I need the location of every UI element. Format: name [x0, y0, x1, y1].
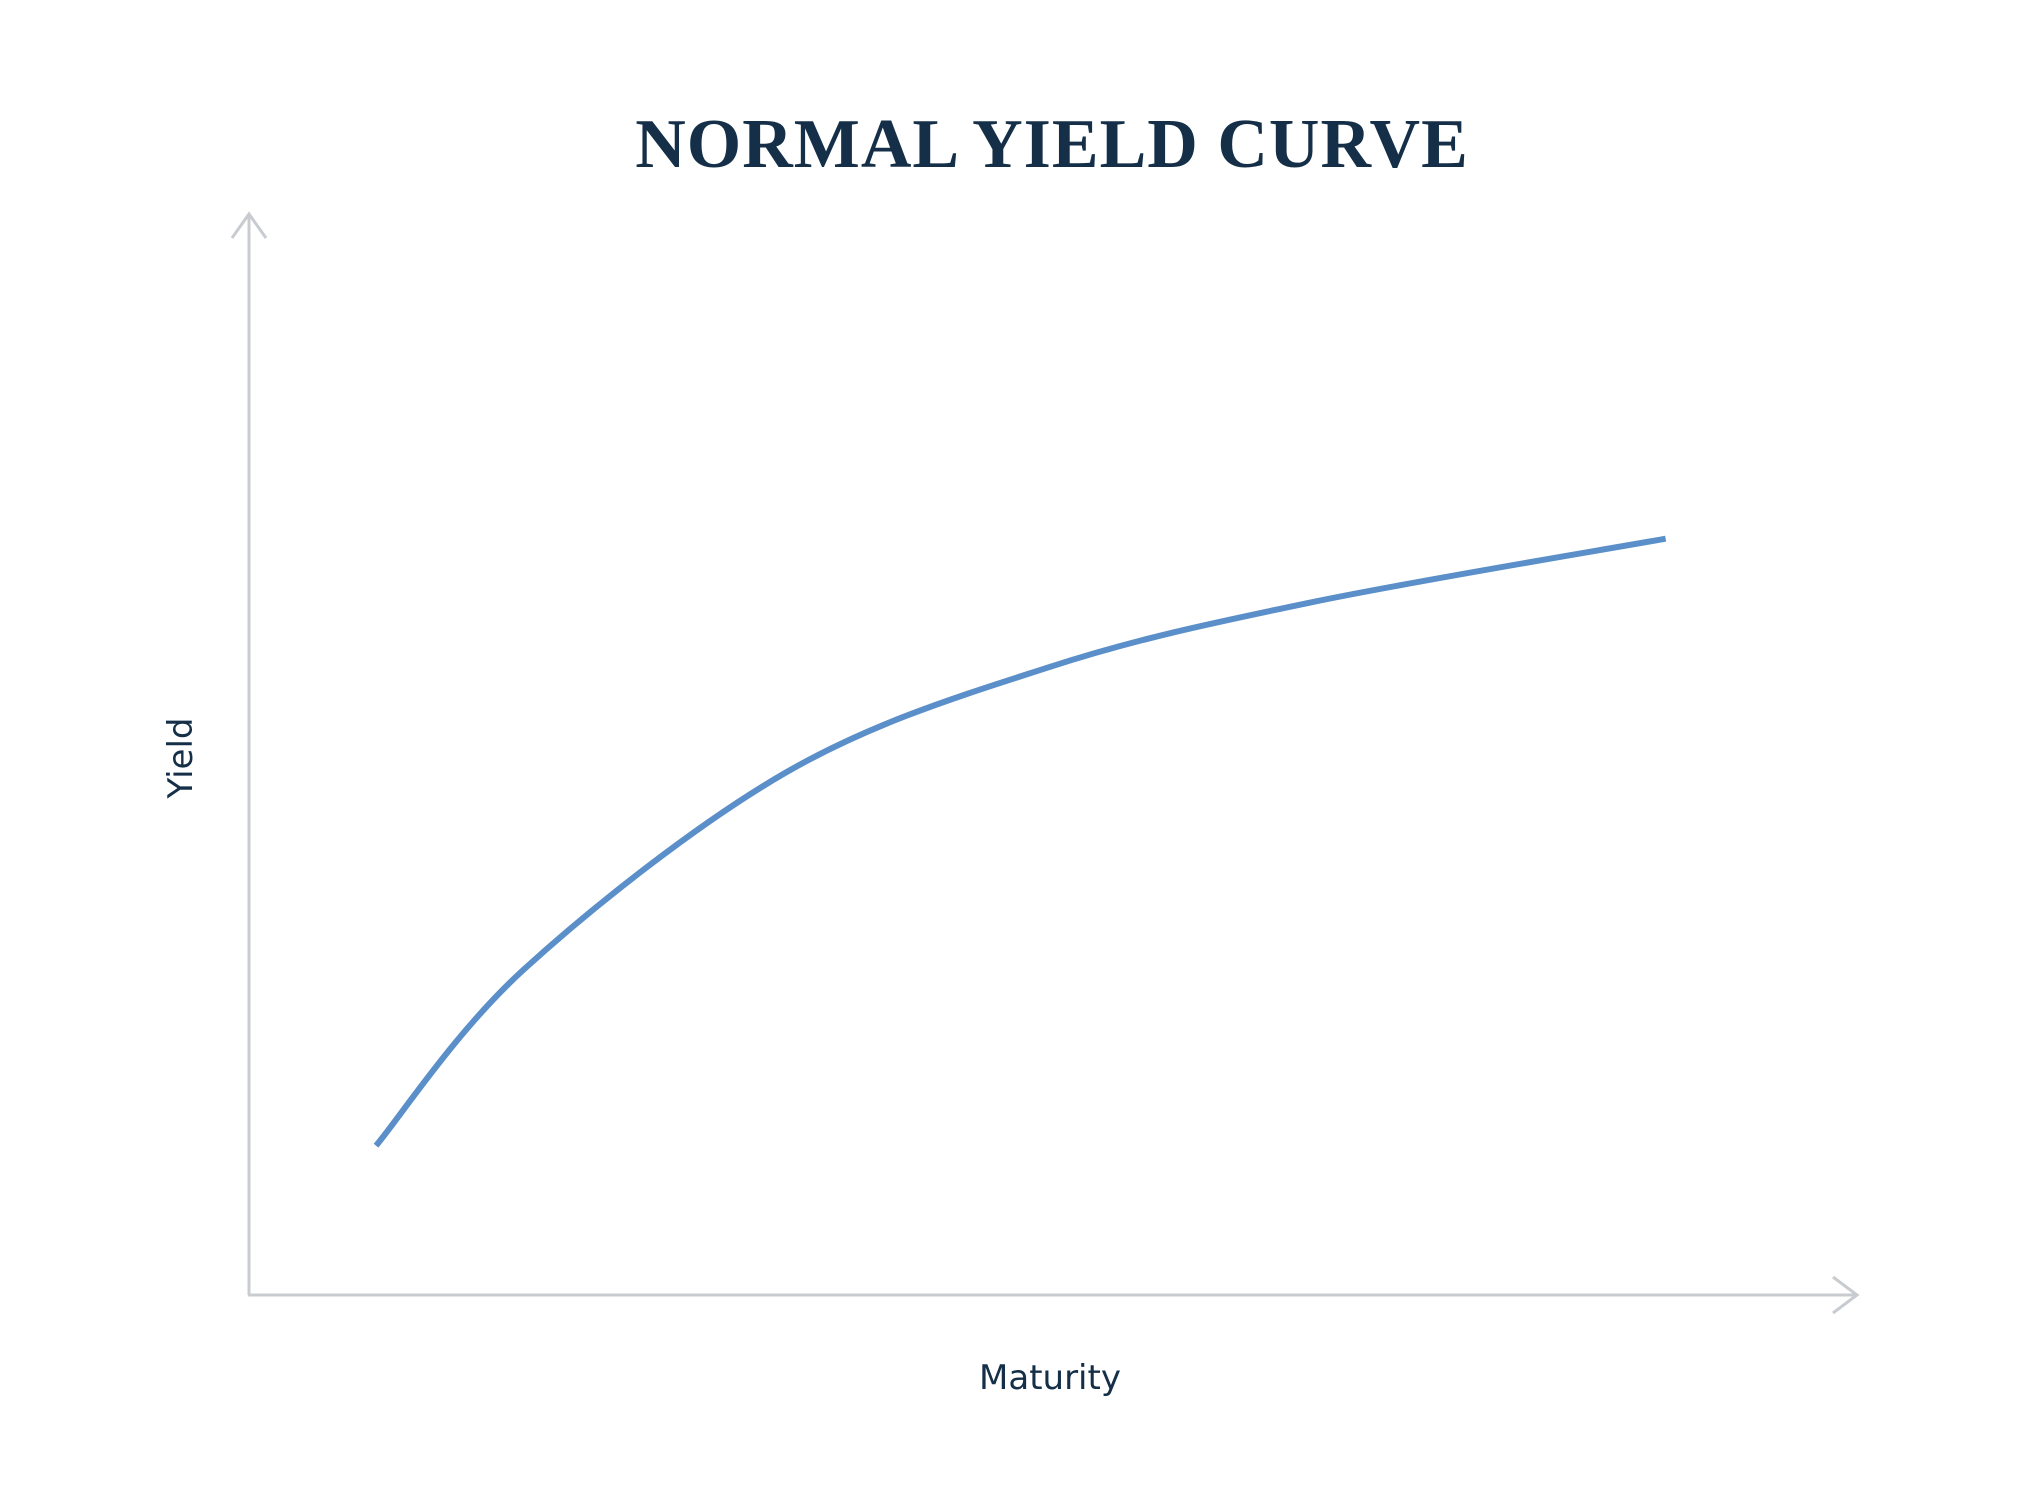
y-axis-label: Yield: [161, 718, 201, 800]
chart-title: NORMAL YIELD CURVE: [635, 106, 1469, 183]
x-axis-arrow-icon: [1832, 1275, 1860, 1315]
x-axis: [248, 1275, 1860, 1315]
y-axis: [230, 211, 268, 1295]
y-axis-arrow-icon: [230, 211, 268, 239]
yield-curve-line: [373, 535, 1667, 1148]
x-axis-label: Maturity: [979, 1358, 1121, 1398]
